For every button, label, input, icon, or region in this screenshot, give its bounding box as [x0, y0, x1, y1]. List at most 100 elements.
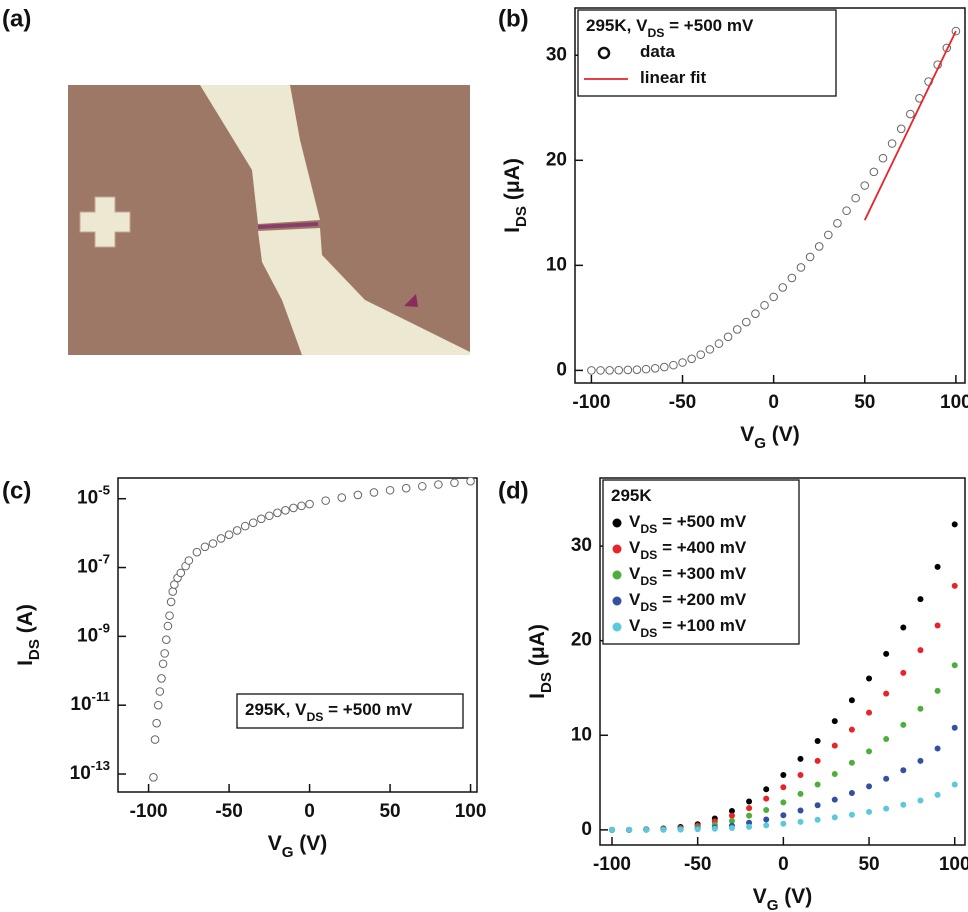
data-point [161, 635, 171, 644]
plot-frame [599, 477, 966, 846]
data-point [934, 563, 941, 570]
data-point [833, 219, 842, 228]
data-point [155, 687, 165, 696]
data-point [466, 476, 475, 486]
data-point [643, 826, 650, 833]
data-point [780, 772, 787, 779]
x-tick-label: 50 [858, 854, 879, 875]
data-point [176, 568, 186, 578]
data-point [900, 624, 907, 631]
y-tick-label: 0 [581, 819, 592, 840]
y-axis-label-part: DS [538, 672, 555, 693]
y-tick-label: 10-5 [77, 483, 111, 509]
x-tick-label: 100 [939, 854, 968, 875]
legend-label-part: = +100 mV [657, 616, 747, 635]
data-point [848, 697, 855, 704]
legend-label-part: = +300 mV [657, 564, 747, 583]
data-point [851, 193, 860, 203]
data-point [163, 621, 173, 631]
data-point [866, 748, 873, 755]
legend-box [602, 479, 800, 645]
data-point [728, 807, 735, 814]
y-tick-label: 10-7 [77, 552, 110, 578]
data-point [883, 805, 890, 812]
data-point [869, 167, 879, 177]
data-point [951, 521, 958, 528]
legend-label-part: V [629, 590, 641, 609]
legend-label-part: = +500 mV [657, 512, 747, 531]
x-tick-label: 50 [379, 801, 400, 822]
legend-label: VDS = +400 mV [629, 538, 747, 562]
data-point [434, 480, 443, 489]
data-point [883, 650, 890, 657]
data-point [158, 659, 168, 669]
x-tick-label: 100 [455, 801, 487, 822]
data-point [900, 801, 907, 808]
data-point [728, 824, 735, 831]
x-tick-label: -50 [669, 392, 696, 413]
y-tick-base: 10 [77, 488, 98, 509]
data-point [906, 109, 915, 119]
x-axis-label: VG (V) [268, 832, 328, 861]
y-tick-label: 20 [546, 149, 567, 170]
legend-label: VDS = +200 mV [629, 590, 747, 614]
data-point [723, 332, 733, 342]
panel-label: (c) [2, 477, 31, 504]
marker [404, 294, 418, 307]
y-tick-exponent: -5 [98, 483, 110, 498]
x-tick-label: 0 [304, 801, 315, 822]
x-tick-label: 0 [778, 854, 789, 875]
data-point [385, 485, 395, 495]
x-axis-label-part: V [740, 423, 754, 446]
data-point [934, 791, 941, 798]
data-point [951, 582, 958, 589]
data-point [608, 826, 615, 833]
y-axis-label-part: DS [26, 639, 43, 660]
data-point [659, 362, 669, 372]
data-point [814, 781, 821, 788]
data-point [778, 283, 788, 292]
data-point [166, 597, 176, 607]
data-point [814, 816, 821, 823]
legend-label-part: V [629, 538, 641, 557]
x-axis-label-part: G [754, 435, 766, 452]
y-tick-base: 10 [70, 694, 91, 715]
legend-label: linear fit [640, 68, 706, 87]
data-point [934, 687, 941, 694]
data-point [149, 773, 158, 782]
legend-title-part: 295K [611, 486, 652, 505]
legend-swatch [612, 544, 622, 554]
y-axis-label-part: (μA) [526, 624, 549, 672]
data-point [417, 481, 427, 491]
data-point [848, 811, 855, 818]
data-point [240, 521, 250, 531]
x-axis-label-part: G [282, 844, 294, 861]
data-point [168, 587, 178, 596]
legend-label-part: DS [640, 548, 657, 562]
data-point [917, 596, 924, 603]
y-tick-exponent: -13 [91, 758, 110, 773]
data-point [632, 365, 642, 374]
data-point [369, 488, 379, 497]
data-point [842, 206, 851, 216]
legend-box [236, 693, 464, 729]
data-point [232, 526, 242, 535]
legend-box [577, 9, 837, 97]
data-point [746, 798, 753, 805]
y-tick-label: 0 [556, 359, 567, 380]
y-tick-label: 10 [546, 254, 567, 275]
data-point [216, 534, 226, 543]
data-point [596, 366, 605, 375]
data-point [696, 350, 706, 359]
data-point [934, 745, 941, 752]
data-point [732, 325, 742, 334]
legend-label-part: data [640, 42, 676, 61]
data-point [831, 718, 838, 725]
data-point [814, 242, 824, 251]
x-tick-label: 0 [768, 392, 779, 413]
data-point [848, 789, 855, 796]
data-point [694, 826, 701, 833]
data-point [883, 775, 890, 782]
data-point [321, 496, 330, 505]
